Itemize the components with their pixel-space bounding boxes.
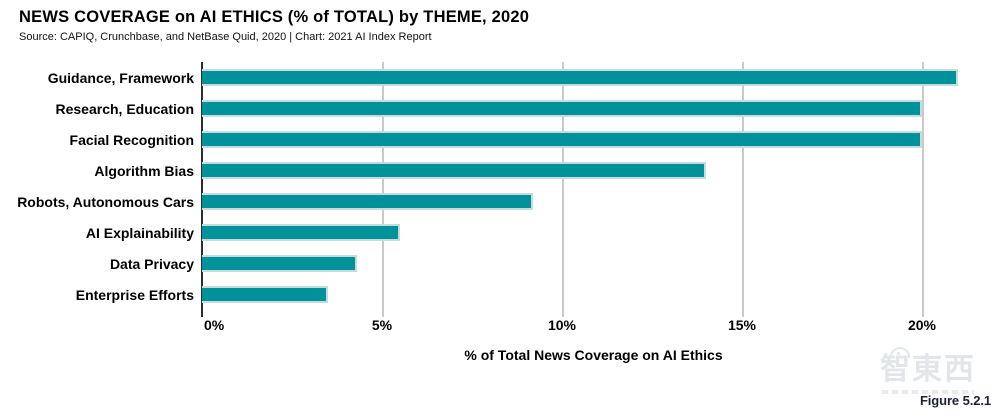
category-label: Facial Recognition [69, 131, 194, 148]
bar-chart: Guidance, Framework Research, Education Fa… [0, 62, 1000, 317]
bar-row [202, 217, 985, 248]
category-label: Algorithm Bias [94, 162, 194, 179]
category-label: Enterprise Efforts [75, 286, 194, 303]
bar [202, 100, 922, 117]
watermark-characters: 智東西 [880, 353, 976, 386]
chart-title: NEWS COVERAGE on AI ETHICS (% of TOTAL) … [19, 8, 530, 26]
gridline-20pct [922, 62, 924, 317]
category-label: Robots, Autonomous Cars [17, 193, 194, 210]
watermark-text: 智東西 [866, 347, 990, 388]
x-tick-label: 0% [204, 317, 225, 333]
bar-row [202, 155, 985, 186]
bar [202, 162, 706, 179]
bar [202, 286, 328, 303]
antenna-icon [890, 347, 910, 358]
bar [202, 255, 357, 272]
chart-source: Source: CAPIQ, Crunchbase, and NetBase Q… [19, 31, 432, 43]
bar-row [202, 62, 985, 93]
gridline-5pct [382, 62, 384, 317]
x-axis-tick-labels: 0% 5% 10% 15% 20% [202, 317, 985, 335]
bar [202, 69, 958, 86]
bar [202, 193, 534, 210]
bar-row [202, 124, 985, 155]
gridline-15pct [742, 62, 744, 317]
x-axis-label: % of Total News Coverage on AI Ethics [464, 347, 723, 363]
watermark-tagline [882, 390, 974, 394]
x-tick-label: 10% [547, 317, 577, 333]
category-label: AI Explainability [85, 224, 194, 241]
bar-row [202, 279, 985, 310]
plot-area [201, 62, 985, 317]
watermark-logo: 智東西 [866, 347, 990, 394]
gridline-10pct [562, 62, 564, 317]
bar-row [202, 248, 985, 279]
x-tick-label: 15% [727, 317, 757, 333]
category-label: Guidance, Framework [47, 69, 194, 86]
bar [202, 131, 922, 148]
bar [202, 224, 400, 241]
figure-label: Figure 5.2.1 [919, 393, 991, 408]
bar-row [202, 186, 985, 217]
bar-row [202, 93, 985, 124]
category-label: Research, Education [55, 100, 195, 117]
category-labels: Guidance, Framework Research, Education Fa… [0, 62, 194, 310]
x-tick-label: 20% [907, 317, 937, 333]
y-axis-line [201, 62, 203, 317]
category-label: Data Privacy [109, 255, 194, 272]
x-tick-label: 5% [371, 317, 393, 333]
